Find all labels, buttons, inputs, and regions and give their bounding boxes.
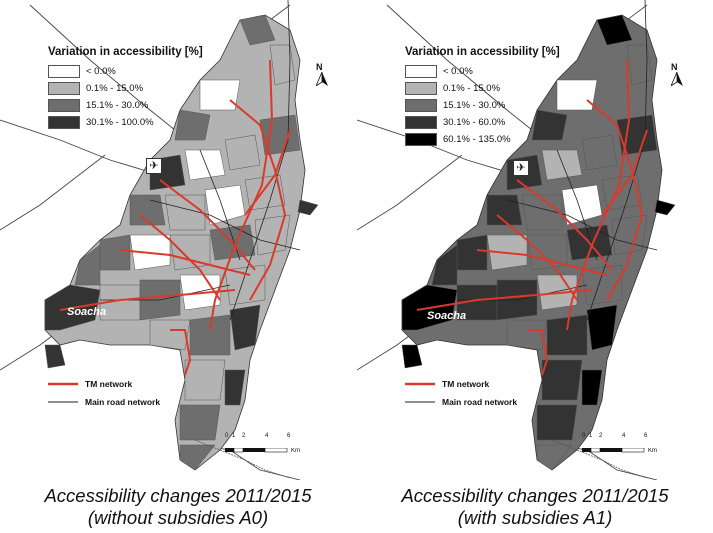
road-network-label: Main road network: [85, 397, 161, 407]
legend-swatch: [48, 99, 80, 112]
scale-unit: Km: [291, 448, 300, 454]
north-label: N: [316, 62, 323, 72]
caption-a1: Accessibility changes 2011/2015 (with su…: [357, 485, 713, 529]
north-arrow-icon: N: [315, 62, 328, 88]
scale-tick: 0: [582, 433, 586, 439]
scale-tick: 4: [622, 433, 626, 439]
legend-item: < 0.0%: [48, 63, 203, 80]
airplane-icon: ✈: [513, 160, 529, 176]
legend-swatch: [405, 116, 437, 129]
scale-unit: Km: [648, 448, 657, 454]
legend-item: 30.1% - 60.0%: [405, 114, 560, 131]
legend-title: Variation in accessibility [%]: [48, 46, 203, 58]
legend-item: 0.1% - 15.0%: [48, 80, 203, 97]
airplane-icon: ✈: [146, 158, 162, 174]
legend-label: 15.1% - 30.0%: [443, 100, 506, 111]
legend-item: 15.1% - 30.0%: [48, 97, 203, 114]
tm-network-legend-item: TM network: [405, 375, 517, 393]
legend-swatch: [48, 82, 80, 95]
caption-line-1: Accessibility changes 2011/2015: [44, 485, 312, 506]
tm-network: [59, 59, 291, 376]
legend-label: 30.1% - 60.0%: [443, 117, 506, 128]
districts: [44, 14, 319, 471]
legend-swatch: [405, 82, 437, 95]
river: [551, 439, 648, 479]
accessibility-map-a1: [357, 0, 676, 480]
caption-line-1: Accessibility changes 2011/2015: [401, 485, 669, 506]
scale-bar: 0 1 2 4 6 Km: [225, 433, 305, 461]
scale-tick: 4: [265, 433, 269, 439]
caption-line-2: (with subsidies A1): [457, 507, 613, 528]
legend-item: 0.1% - 15.0%: [405, 80, 560, 97]
north-arrow-icon: N: [670, 62, 683, 88]
scale-tick: 2: [242, 433, 246, 439]
caption-line-2: (without subsidies A0): [87, 507, 269, 528]
road-network-label: Main road network: [442, 397, 518, 407]
legend-swatch: [405, 65, 437, 78]
scale-tick: 0: [225, 433, 229, 439]
legend-swatch: [405, 99, 437, 112]
north-label: N: [671, 62, 678, 72]
legend-a1: Variation in accessibility [%] < 0.0% 0.…: [405, 46, 560, 148]
legend-label: 30.1% - 100.0%: [86, 117, 154, 128]
scale-tick: 1: [232, 433, 236, 439]
legend-label: < 0.0%: [86, 66, 116, 77]
tm-network-legend-item: TM network: [48, 375, 160, 393]
legend-item: 60.1% - 135.0%: [405, 131, 560, 148]
tm-network-label: TM network: [442, 379, 490, 389]
road-network-legend-item: Main road network: [405, 393, 517, 411]
legend-label: 0.1% - 15.0%: [86, 83, 144, 94]
tm-network-label: TM network: [85, 379, 133, 389]
scale-tick: 2: [599, 433, 603, 439]
river: [194, 439, 291, 479]
place-label-soacha: Soacha: [67, 306, 107, 318]
scale-tick: 6: [287, 433, 291, 439]
network-legend: TM network Main road network: [405, 375, 517, 411]
network-legend: TM network Main road network: [48, 375, 160, 411]
legend-item: < 0.0%: [405, 63, 560, 80]
legend-item: 15.1% - 30.0%: [405, 97, 560, 114]
legend-swatch: [48, 65, 80, 78]
legend-title: Variation in accessibility [%]: [405, 46, 560, 58]
legend-swatch: [405, 133, 437, 146]
accessibility-map-a0: [0, 0, 319, 480]
scale-bar: 0 1 2 4 6 Km: [582, 433, 662, 461]
map-panel-a0: ✈ Soacha N Variation in accessibility [%…: [0, 0, 356, 533]
map-panel-a1: ✈ Soacha N Variation in accessibility [%…: [357, 0, 713, 533]
legend-label: 0.1% - 15.0%: [443, 83, 501, 94]
place-label-soacha: Soacha: [427, 310, 467, 322]
legend-item: 30.1% - 100.0%: [48, 114, 203, 131]
legend-a0: Variation in accessibility [%] < 0.0% 0.…: [48, 46, 203, 131]
legend-label: 15.1% - 30.0%: [86, 100, 149, 111]
legend-label: 60.1% - 135.0%: [443, 134, 511, 145]
road-network-legend-item: Main road network: [48, 393, 160, 411]
tm-network: [416, 59, 648, 376]
scale-tick: 1: [589, 433, 593, 439]
legend-swatch: [48, 116, 80, 129]
caption-a0: Accessibility changes 2011/2015 (without…: [0, 485, 356, 529]
scale-tick: 6: [644, 433, 648, 439]
legend-label: < 0.0%: [443, 66, 473, 77]
